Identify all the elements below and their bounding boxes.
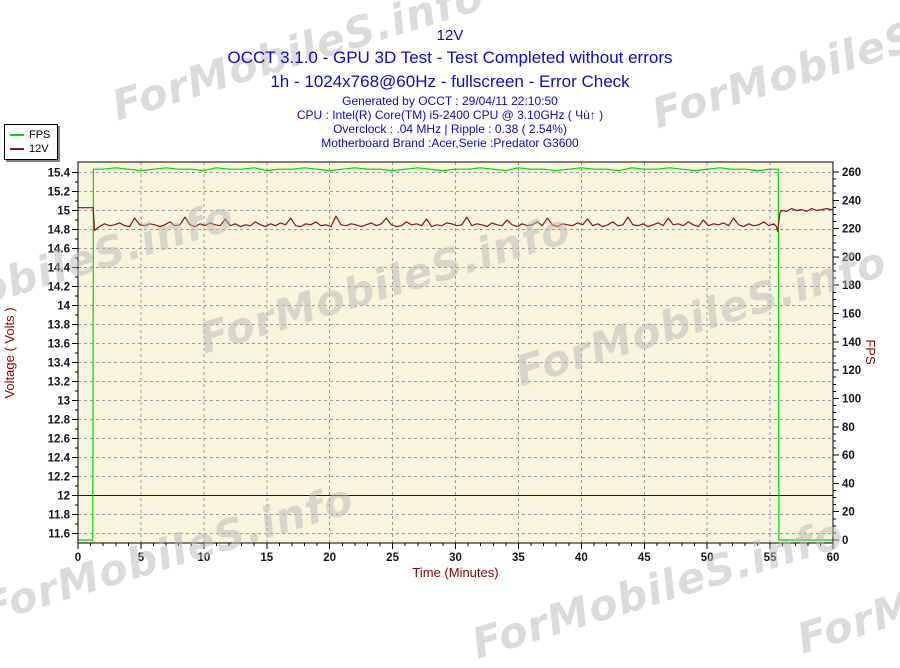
svg-text:10: 10 — [197, 552, 210, 564]
svg-text:12.8: 12.8 — [48, 415, 71, 427]
svg-text:0: 0 — [75, 552, 81, 564]
svg-text:200: 200 — [842, 252, 861, 264]
legend-label-12v: 12V — [29, 143, 49, 155]
svg-text:11.6: 11.6 — [48, 529, 70, 541]
svg-text:13.4: 13.4 — [48, 358, 71, 370]
fps-line-swatch — [10, 134, 24, 136]
svg-text:14.4: 14.4 — [48, 263, 71, 275]
svg-text:55: 55 — [764, 552, 777, 564]
svg-text:50: 50 — [701, 552, 714, 564]
svg-text:Time (Minutes): Time (Minutes) — [412, 565, 498, 580]
svg-text:14.8: 14.8 — [48, 225, 71, 237]
svg-text:12.2: 12.2 — [48, 472, 70, 484]
legend-box: FPS 12V — [4, 124, 59, 160]
svg-text:12.4: 12.4 — [48, 453, 71, 465]
svg-text:260: 260 — [842, 167, 861, 179]
svg-text:14: 14 — [57, 301, 70, 313]
svg-text:13: 13 — [57, 396, 70, 408]
svg-text:40: 40 — [842, 478, 855, 490]
svg-text:13.6: 13.6 — [48, 339, 70, 351]
svg-text:80: 80 — [842, 422, 855, 434]
svg-text:15.4: 15.4 — [48, 168, 71, 180]
svg-text:12: 12 — [57, 491, 70, 503]
svg-text:180: 180 — [842, 280, 861, 292]
svg-text:5: 5 — [138, 552, 145, 564]
svg-text:0: 0 — [842, 535, 848, 547]
12v-line-swatch — [10, 148, 24, 150]
legend-item-fps: FPS — [10, 128, 50, 142]
svg-text:11.8: 11.8 — [48, 510, 70, 522]
legend-item-12v: 12V — [10, 142, 50, 156]
svg-text:220: 220 — [842, 224, 861, 236]
svg-text:Voltage ( Volts ): Voltage ( Volts ) — [2, 307, 17, 398]
svg-text:240: 240 — [842, 195, 861, 207]
svg-text:120: 120 — [842, 365, 861, 377]
svg-text:13.8: 13.8 — [48, 320, 71, 332]
svg-text:35: 35 — [512, 552, 525, 564]
svg-text:FPS: FPS — [863, 339, 878, 365]
svg-text:13.2: 13.2 — [48, 377, 70, 389]
svg-text:15.2: 15.2 — [48, 187, 70, 199]
svg-text:15: 15 — [260, 552, 273, 564]
svg-text:160: 160 — [842, 309, 861, 321]
svg-text:15: 15 — [57, 206, 70, 218]
svg-text:20: 20 — [323, 552, 336, 564]
legend-label-fps: FPS — [29, 129, 51, 141]
svg-text:25: 25 — [386, 552, 399, 564]
svg-text:14.6: 14.6 — [48, 244, 70, 256]
svg-text:140: 140 — [842, 337, 861, 349]
svg-text:100: 100 — [842, 393, 861, 405]
svg-text:14.2: 14.2 — [48, 282, 70, 294]
svg-text:30: 30 — [449, 552, 462, 564]
svg-text:60: 60 — [842, 450, 855, 462]
svg-text:45: 45 — [638, 552, 651, 564]
chart-canvas: 11.6 11.8 12 12.2 12.4 12.6 12.8 13 13.2 13.4 13.6… — [2, 161, 878, 580]
svg-text:20: 20 — [842, 507, 855, 519]
svg-text:12.6: 12.6 — [48, 434, 70, 446]
svg-text:60: 60 — [827, 552, 840, 564]
svg-text:40: 40 — [575, 552, 588, 564]
